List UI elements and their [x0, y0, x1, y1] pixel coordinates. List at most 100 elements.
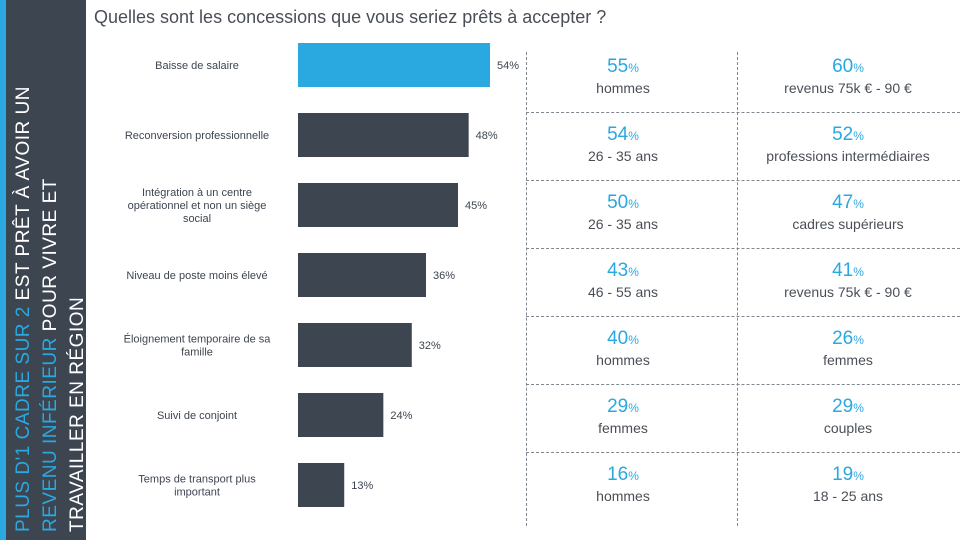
row-divider	[526, 180, 960, 181]
table-cell: 43% 46 - 55 ans	[513, 260, 733, 301]
cell-label: 46 - 55 ans	[587, 284, 659, 300]
side-banner: PLUS D'1 CADRE SUR 2 EST PRÊT À AVOIR UN…	[6, 0, 88, 540]
row-divider	[526, 316, 960, 317]
cell-percentage: 19%	[738, 464, 958, 487]
cell-percentage-value: 41	[832, 260, 854, 281]
table-cell: 50% 26 - 35 ans	[513, 192, 733, 233]
bar-1	[298, 43, 490, 87]
cell-label: 26 - 35 ans	[587, 216, 659, 232]
bar-5	[298, 323, 412, 367]
cell-percentage-symbol: %	[853, 333, 864, 347]
cell-percentage-symbol: %	[628, 401, 639, 415]
cell-percentage-value: 43	[607, 260, 629, 281]
row-divider	[526, 112, 960, 113]
table-cell: 41% revenus 75k € - 90 €	[738, 260, 958, 301]
bar-2	[298, 113, 469, 157]
table-cell: 47% cadres supérieurs	[738, 192, 958, 233]
page-title: Quelles sont les concessions que vous se…	[94, 7, 607, 27]
cell-percentage: 29%	[513, 396, 733, 419]
table-cell: 40% hommes	[513, 328, 733, 369]
column-divider-1	[526, 52, 527, 526]
cell-label: professions intermédiaires	[766, 148, 930, 164]
cell-percentage-symbol: %	[628, 61, 639, 75]
cell-percentage: 26%	[738, 328, 958, 351]
table-cell: 60% revenus 75k € - 90 €	[738, 56, 958, 97]
cell-percentage-symbol: %	[853, 61, 864, 75]
cell-percentage-value: 19	[832, 464, 854, 485]
row-divider	[526, 248, 960, 249]
table-cell: 52% professions intermédiaires	[738, 124, 958, 165]
cell-percentage: 16%	[513, 464, 733, 487]
cell-label: hommes	[596, 80, 650, 96]
cell-percentage: 29%	[738, 396, 958, 419]
table-cell: 55% hommes	[513, 56, 733, 97]
cell-percentage: 50%	[513, 192, 733, 215]
cell-label: femmes	[823, 352, 873, 368]
value-label-5: 32%	[419, 340, 441, 352]
accent-stripe	[0, 0, 6, 540]
cell-label: couples	[823, 420, 873, 436]
category-label-4: Niveau de poste moins élevé	[126, 270, 267, 282]
cell-percentage-value: 29	[607, 396, 629, 417]
cell-percentage-value: 26	[832, 328, 854, 349]
cell-percentage: 40%	[513, 328, 733, 351]
category-label-5: Éloignement temporaire de sa famille	[124, 333, 272, 359]
cell-percentage: 41%	[738, 260, 958, 283]
cell-label: femmes	[598, 420, 648, 436]
banner-highlight-2: REVENU INFÉRIEUR	[40, 337, 61, 532]
row-divider	[526, 452, 960, 453]
value-label-1: 54%	[497, 60, 519, 72]
banner-text: PLUS D'1 CADRE SUR 2 EST PRÊT À AVOIR UN…	[10, 62, 91, 532]
cell-percentage: 55%	[513, 56, 733, 79]
table-cell: 29% femmes	[513, 396, 733, 437]
cell-label: hommes	[596, 488, 650, 504]
cell-percentage: 43%	[513, 260, 733, 283]
cell-percentage-symbol: %	[853, 401, 864, 415]
cell-label: revenus 75k € - 90 €	[784, 80, 912, 96]
value-label-6: 24%	[390, 410, 412, 422]
column-divider-2	[737, 52, 738, 526]
cell-percentage-value: 16	[607, 464, 629, 485]
cell-label: revenus 75k € - 90 €	[784, 284, 912, 300]
bar-7	[298, 463, 345, 507]
cell-percentage: 60%	[738, 56, 958, 79]
cell-label: 26 - 35 ans	[587, 148, 659, 164]
cell-label: 18 - 25 ans	[812, 488, 884, 504]
cell-percentage-value: 52	[832, 124, 854, 145]
bar-chart: 54% Baisse de salaire 48% Reconversion prof…	[124, 43, 519, 507]
cell-percentage-symbol: %	[628, 265, 639, 279]
table-cell: 19% 18 - 25 ans	[738, 464, 958, 505]
cell-percentage-value: 40	[607, 328, 629, 349]
banner-highlight-1: PLUS D'1 CADRE SUR 2	[13, 306, 34, 532]
value-label-3: 45%	[465, 200, 487, 212]
cell-percentage: 47%	[738, 192, 958, 215]
value-label-2: 48%	[476, 130, 498, 142]
value-label-4: 36%	[433, 270, 455, 282]
cell-percentage-symbol: %	[628, 129, 639, 143]
cell-percentage: 52%	[738, 124, 958, 147]
category-label-1: Baisse de salaire	[155, 60, 239, 72]
table-cell: 54% 26 - 35 ans	[513, 124, 733, 165]
cell-percentage-symbol: %	[628, 469, 639, 483]
table-cell: 29% couples	[738, 396, 958, 437]
category-label-7: Temps de transport plus important	[138, 474, 256, 499]
cell-percentage-symbol: %	[628, 333, 639, 347]
category-label-3: Intégration à un centre opérationnel et n…	[128, 187, 267, 225]
cell-percentage-value: 54	[607, 124, 629, 145]
cell-percentage-symbol: %	[853, 129, 864, 143]
cell-percentage-value: 47	[832, 192, 854, 213]
cell-percentage: 54%	[513, 124, 733, 147]
bar-3	[298, 183, 458, 227]
cell-percentage-symbol: %	[628, 197, 639, 211]
cell-label: hommes	[596, 352, 650, 368]
cell-percentage-value: 50	[607, 192, 629, 213]
cell-percentage-symbol: %	[853, 469, 864, 483]
cell-percentage-symbol: %	[853, 265, 864, 279]
bar-4	[298, 253, 426, 297]
category-label-2: Reconversion professionnelle	[125, 130, 269, 142]
cell-label: cadres supérieurs	[792, 216, 904, 232]
cell-percentage-value: 60	[832, 56, 854, 77]
value-label-7: 13%	[351, 480, 373, 492]
cell-percentage-symbol: %	[853, 197, 864, 211]
row-divider	[526, 384, 960, 385]
